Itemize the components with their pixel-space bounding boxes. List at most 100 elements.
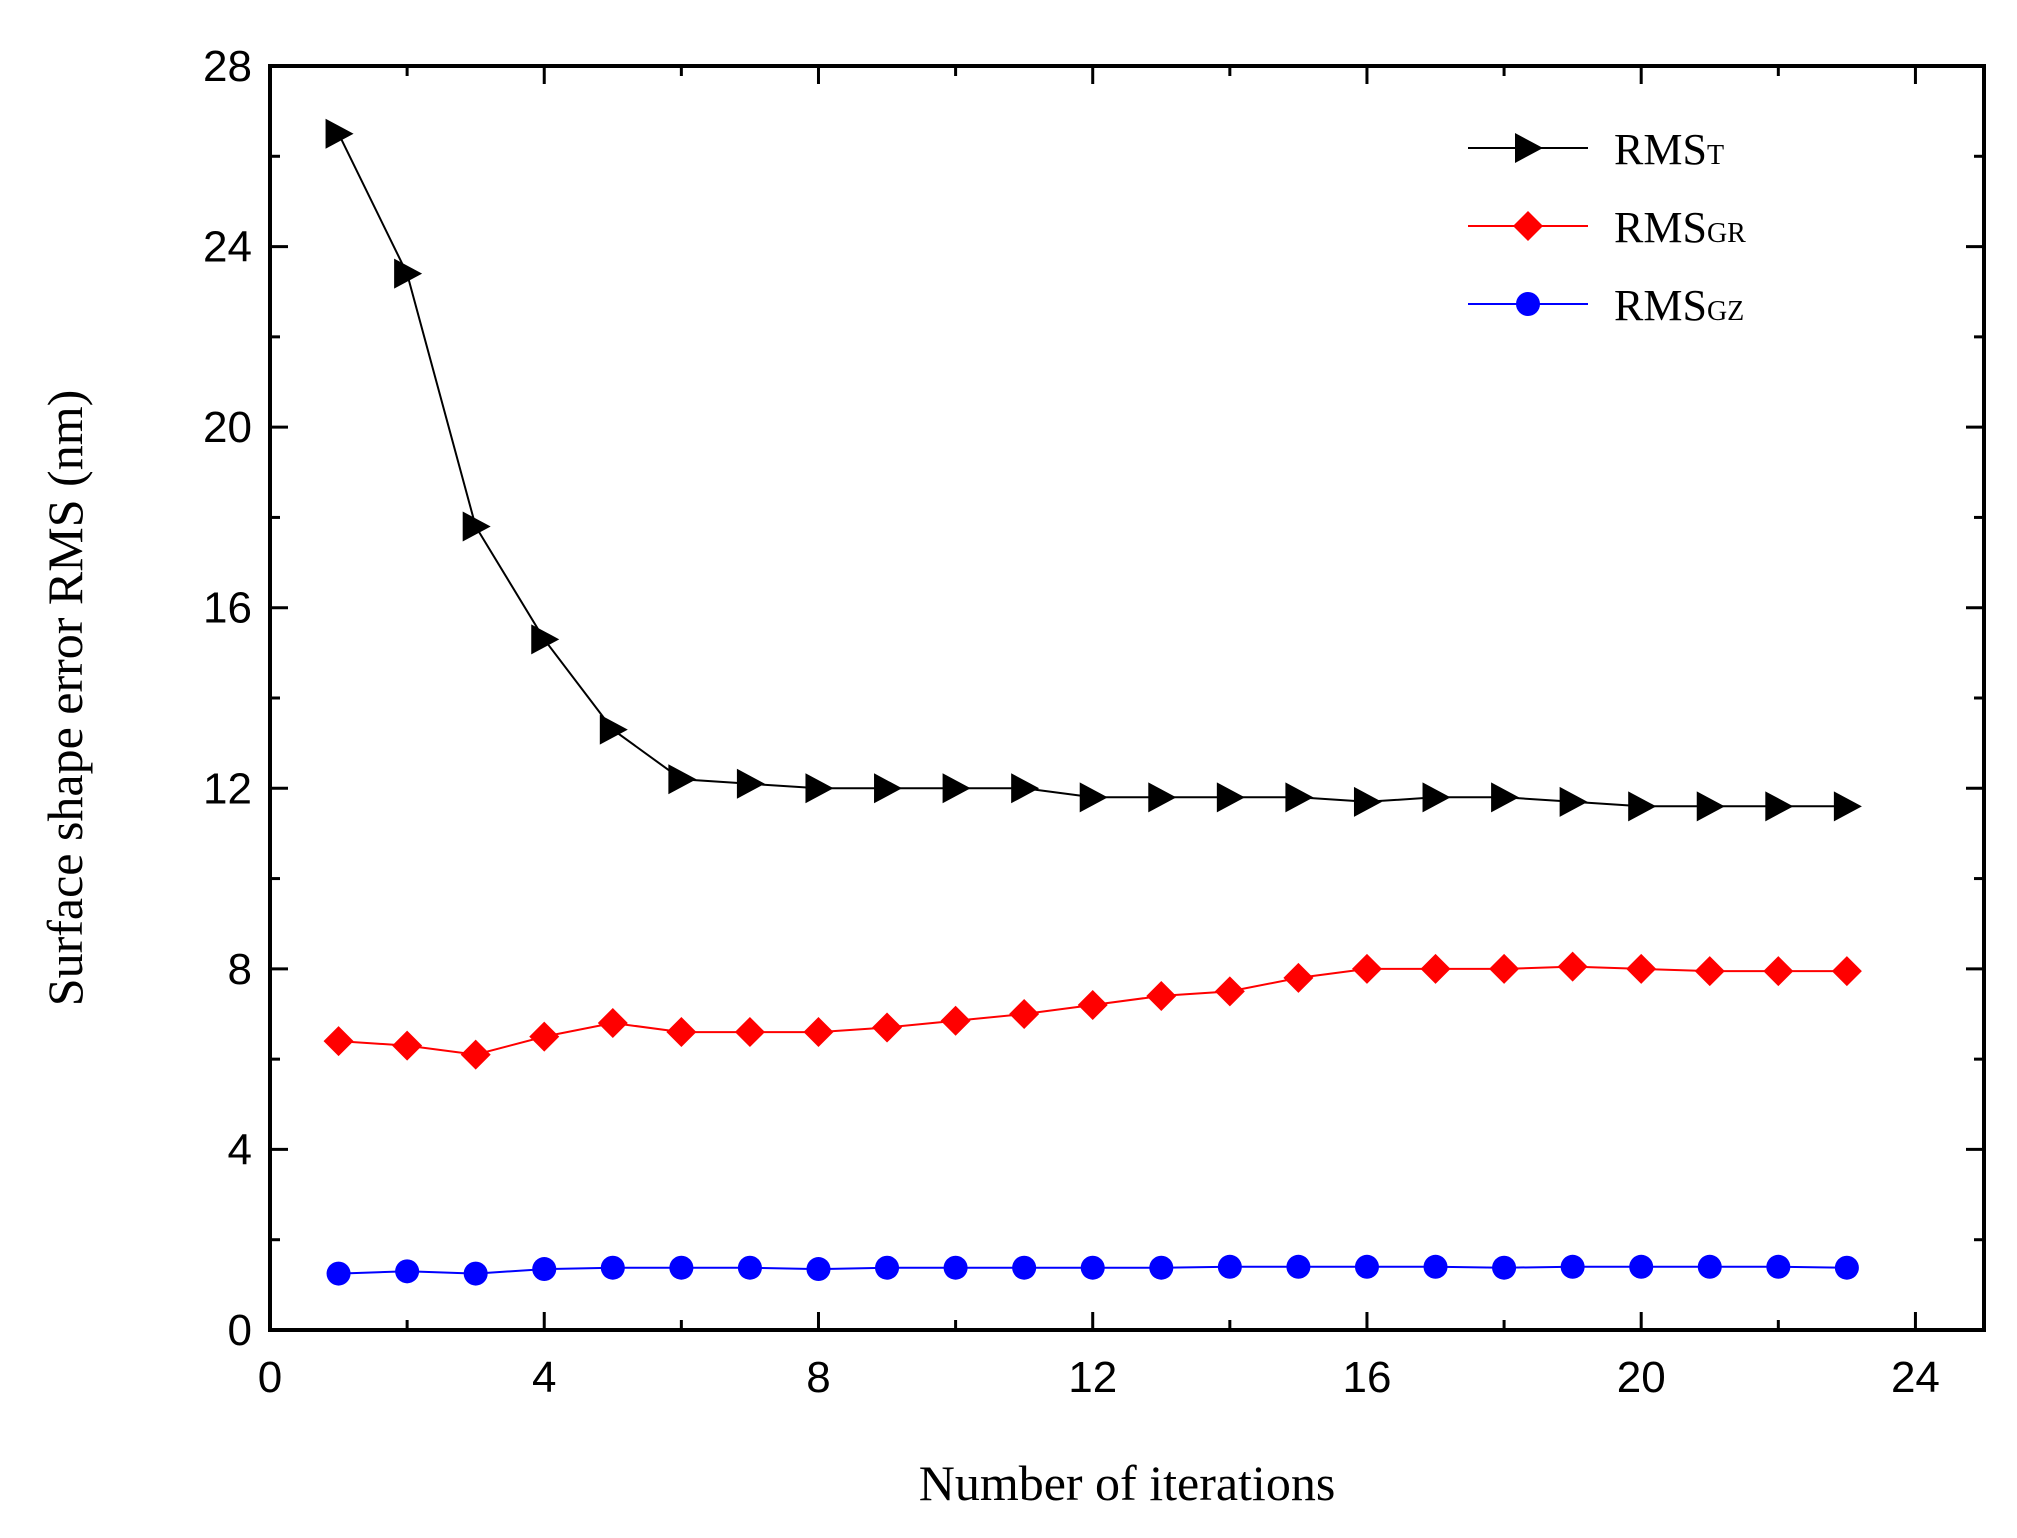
legend-item: RMSGR bbox=[1468, 203, 1746, 252]
data-point bbox=[1560, 1254, 1585, 1279]
axis-ticks bbox=[268, 64, 1984, 1332]
y-tick-label: 4 bbox=[228, 1125, 252, 1174]
data-point bbox=[532, 1257, 557, 1282]
data-point bbox=[1011, 773, 1040, 804]
axis-tick-labels: 0 4 8 12 16 20 24 0 4 8 12 16 20 24 28 bbox=[203, 42, 1940, 1402]
x-tick-label: 0 bbox=[258, 1353, 282, 1402]
data-point bbox=[326, 1261, 351, 1286]
data-point bbox=[599, 714, 628, 745]
data-point bbox=[940, 1005, 971, 1036]
data-point bbox=[1283, 962, 1314, 993]
data-point bbox=[1696, 791, 1725, 822]
data-point bbox=[1628, 791, 1657, 822]
data-point bbox=[666, 1017, 697, 1048]
data-point bbox=[943, 1255, 968, 1280]
data-point bbox=[1765, 791, 1794, 822]
data-point bbox=[1697, 1254, 1722, 1279]
series-gr bbox=[323, 951, 1862, 1070]
data-point bbox=[1492, 1255, 1517, 1280]
data-point bbox=[803, 1017, 834, 1048]
data-point bbox=[600, 1255, 625, 1280]
data-point bbox=[1833, 791, 1862, 822]
y-tick-label: 0 bbox=[228, 1306, 252, 1355]
x-tick-label: 4 bbox=[532, 1353, 556, 1402]
data-point bbox=[1214, 976, 1245, 1007]
legend-marker bbox=[1515, 133, 1543, 163]
data-point bbox=[1489, 953, 1520, 984]
x-tick-label: 24 bbox=[1891, 1353, 1940, 1402]
legend-label: RMST bbox=[1614, 125, 1724, 174]
y-axis-title: Surface shape error RMS (nm) bbox=[37, 390, 93, 1006]
y-tick-label: 24 bbox=[203, 223, 252, 272]
data-point bbox=[462, 511, 491, 542]
data-point bbox=[1285, 782, 1314, 813]
data-point bbox=[1491, 782, 1520, 813]
data-point bbox=[942, 773, 971, 804]
data-point bbox=[1766, 1254, 1791, 1279]
data-point bbox=[394, 258, 423, 289]
y-tick-label: 20 bbox=[203, 403, 252, 452]
data-point bbox=[1009, 999, 1040, 1029]
data-point bbox=[806, 1257, 831, 1282]
data-point bbox=[1217, 1254, 1242, 1279]
data-point bbox=[1629, 1254, 1654, 1279]
data-point bbox=[1557, 951, 1588, 982]
data-point bbox=[395, 1259, 420, 1284]
data-point bbox=[597, 1008, 628, 1039]
data-point bbox=[1149, 1255, 1174, 1280]
data-point bbox=[1626, 953, 1657, 984]
data-point bbox=[668, 764, 697, 795]
data-point bbox=[1420, 953, 1451, 984]
data-point bbox=[1286, 1254, 1311, 1279]
data-point bbox=[1148, 782, 1177, 813]
data-point bbox=[460, 1039, 491, 1070]
data-point bbox=[1079, 782, 1108, 813]
y-tick-label: 12 bbox=[203, 764, 252, 813]
data-point bbox=[737, 1255, 762, 1280]
data-point bbox=[1763, 956, 1794, 987]
data-point bbox=[531, 624, 560, 655]
data-point bbox=[734, 1017, 765, 1048]
data-point bbox=[872, 1012, 903, 1043]
plot-area bbox=[268, 64, 1986, 1332]
legend-label: RMSGR bbox=[1614, 203, 1746, 252]
x-axis-title: Number of iterations bbox=[919, 1455, 1336, 1511]
series-gz bbox=[326, 1254, 1859, 1286]
x-tick-label: 16 bbox=[1342, 1353, 1391, 1402]
data-point bbox=[463, 1261, 488, 1286]
data-point bbox=[1423, 1254, 1448, 1279]
x-tick-label: 20 bbox=[1617, 1353, 1666, 1402]
data-point bbox=[1012, 1255, 1037, 1280]
data-point bbox=[529, 1021, 560, 1052]
y-tick-label: 16 bbox=[203, 584, 252, 633]
x-tick-label: 8 bbox=[806, 1353, 830, 1402]
data-point bbox=[1077, 989, 1108, 1020]
legend: RMST RMSGR RMSGZ bbox=[1468, 125, 1746, 330]
data-point bbox=[1834, 1255, 1859, 1280]
series-layer bbox=[323, 118, 1862, 1286]
data-point bbox=[392, 1030, 423, 1061]
legend-marker bbox=[1516, 292, 1540, 316]
x-tick-label: 12 bbox=[1068, 1353, 1117, 1402]
data-point bbox=[669, 1255, 694, 1280]
legend-marker bbox=[1513, 211, 1543, 241]
data-point bbox=[875, 1255, 900, 1280]
legend-label: RMSGZ bbox=[1614, 281, 1744, 330]
legend-item: RMST bbox=[1468, 125, 1724, 174]
y-tick-label: 8 bbox=[228, 945, 252, 994]
data-point bbox=[1831, 956, 1862, 987]
legend-item: RMSGZ bbox=[1468, 281, 1744, 330]
data-point bbox=[1351, 953, 1382, 984]
data-point bbox=[1353, 786, 1382, 817]
y-tick-label: 28 bbox=[203, 42, 252, 91]
data-point bbox=[1080, 1255, 1105, 1280]
data-point bbox=[1216, 782, 1245, 813]
data-point bbox=[1146, 980, 1177, 1011]
data-point bbox=[1694, 956, 1725, 987]
data-point bbox=[805, 773, 834, 804]
data-point bbox=[1422, 782, 1451, 813]
data-point bbox=[874, 773, 903, 804]
data-point bbox=[1559, 786, 1588, 817]
data-point bbox=[736, 768, 765, 799]
